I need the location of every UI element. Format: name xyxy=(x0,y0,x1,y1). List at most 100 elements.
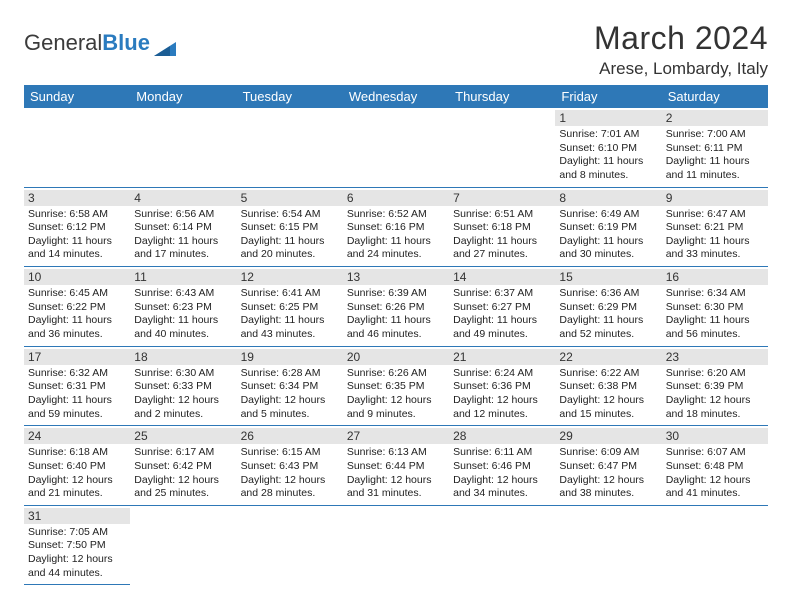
info-line-sunrise: Sunrise: 7:00 AM xyxy=(666,128,764,142)
calendar-head: SundayMondayTuesdayWednesdayThursdayFrid… xyxy=(24,85,768,108)
day-number: 12 xyxy=(237,269,343,285)
info-line-sunset: Sunset: 6:30 PM xyxy=(666,301,764,315)
day-number: 19 xyxy=(237,349,343,365)
info-line-sunrise: Sunrise: 6:20 AM xyxy=(666,367,764,381)
header-row: GeneralBlue March 2024 Arese, Lombardy, … xyxy=(24,20,768,79)
info-line-daylight1: Daylight: 11 hours xyxy=(28,314,126,328)
info-line-daylight1: Daylight: 11 hours xyxy=(347,235,445,249)
calendar-row: 17Sunrise: 6:32 AMSunset: 6:31 PMDayligh… xyxy=(24,346,768,426)
info-line-sunrise: Sunrise: 6:51 AM xyxy=(453,208,551,222)
day-info: Sunrise: 6:37 AMSunset: 6:27 PMDaylight:… xyxy=(453,287,551,342)
info-line-daylight1: Daylight: 11 hours xyxy=(453,235,551,249)
info-line-daylight1: Daylight: 11 hours xyxy=(453,314,551,328)
calendar-cell: 6Sunrise: 6:52 AMSunset: 6:16 PMDaylight… xyxy=(343,187,449,267)
day-info: Sunrise: 6:20 AMSunset: 6:39 PMDaylight:… xyxy=(666,367,764,422)
info-line-sunrise: Sunrise: 6:26 AM xyxy=(347,367,445,381)
info-line-daylight1: Daylight: 11 hours xyxy=(134,235,232,249)
info-line-sunrise: Sunrise: 6:34 AM xyxy=(666,287,764,301)
info-line-sunrise: Sunrise: 6:30 AM xyxy=(134,367,232,381)
calendar-body: 1Sunrise: 7:01 AMSunset: 6:10 PMDaylight… xyxy=(24,108,768,585)
calendar-cell-empty xyxy=(449,108,555,187)
calendar-cell: 4Sunrise: 6:56 AMSunset: 6:14 PMDaylight… xyxy=(130,187,236,267)
info-line-daylight1: Daylight: 12 hours xyxy=(559,474,657,488)
info-line-daylight2: and 46 minutes. xyxy=(347,328,445,342)
info-line-sunset: Sunset: 6:44 PM xyxy=(347,460,445,474)
day-info: Sunrise: 6:58 AMSunset: 6:12 PMDaylight:… xyxy=(28,208,126,263)
info-line-daylight2: and 34 minutes. xyxy=(453,487,551,501)
calendar-cell: 28Sunrise: 6:11 AMSunset: 6:46 PMDayligh… xyxy=(449,426,555,506)
info-line-sunset: Sunset: 6:26 PM xyxy=(347,301,445,315)
calendar-cell-empty xyxy=(343,108,449,187)
day-number: 13 xyxy=(343,269,449,285)
info-line-sunrise: Sunrise: 6:07 AM xyxy=(666,446,764,460)
info-line-sunrise: Sunrise: 6:09 AM xyxy=(559,446,657,460)
day-info: Sunrise: 6:15 AMSunset: 6:43 PMDaylight:… xyxy=(241,446,339,501)
info-line-daylight2: and 49 minutes. xyxy=(453,328,551,342)
info-line-daylight2: and 38 minutes. xyxy=(559,487,657,501)
calendar-cell-empty xyxy=(130,505,236,585)
day-info: Sunrise: 6:45 AMSunset: 6:22 PMDaylight:… xyxy=(28,287,126,342)
calendar-row: 1Sunrise: 7:01 AMSunset: 6:10 PMDaylight… xyxy=(24,108,768,187)
info-line-daylight2: and 59 minutes. xyxy=(28,408,126,422)
info-line-daylight2: and 33 minutes. xyxy=(666,248,764,262)
info-line-daylight1: Daylight: 12 hours xyxy=(666,394,764,408)
day-number: 15 xyxy=(555,269,661,285)
day-number: 22 xyxy=(555,349,661,365)
info-line-daylight1: Daylight: 11 hours xyxy=(347,314,445,328)
info-line-daylight2: and 11 minutes. xyxy=(666,169,764,183)
calendar-cell: 25Sunrise: 6:17 AMSunset: 6:42 PMDayligh… xyxy=(130,426,236,506)
info-line-daylight1: Daylight: 12 hours xyxy=(134,474,232,488)
day-info: Sunrise: 6:07 AMSunset: 6:48 PMDaylight:… xyxy=(666,446,764,501)
info-line-daylight1: Daylight: 12 hours xyxy=(241,394,339,408)
info-line-daylight2: and 18 minutes. xyxy=(666,408,764,422)
calendar-cell: 24Sunrise: 6:18 AMSunset: 6:40 PMDayligh… xyxy=(24,426,130,506)
calendar-cell: 18Sunrise: 6:30 AMSunset: 6:33 PMDayligh… xyxy=(130,346,236,426)
calendar-cell: 17Sunrise: 6:32 AMSunset: 6:31 PMDayligh… xyxy=(24,346,130,426)
info-line-sunrise: Sunrise: 6:58 AM xyxy=(28,208,126,222)
info-line-sunrise: Sunrise: 6:36 AM xyxy=(559,287,657,301)
info-line-daylight1: Daylight: 12 hours xyxy=(347,474,445,488)
info-line-daylight2: and 8 minutes. xyxy=(559,169,657,183)
calendar-cell: 1Sunrise: 7:01 AMSunset: 6:10 PMDaylight… xyxy=(555,108,661,187)
info-line-sunset: Sunset: 6:21 PM xyxy=(666,221,764,235)
calendar-cell: 30Sunrise: 6:07 AMSunset: 6:48 PMDayligh… xyxy=(662,426,768,506)
day-info: Sunrise: 6:51 AMSunset: 6:18 PMDaylight:… xyxy=(453,208,551,263)
day-info: Sunrise: 6:49 AMSunset: 6:19 PMDaylight:… xyxy=(559,208,657,263)
day-header: Thursday xyxy=(449,85,555,108)
info-line-sunrise: Sunrise: 6:41 AM xyxy=(241,287,339,301)
calendar-cell-empty xyxy=(24,108,130,187)
calendar-cell: 19 Sunrise: 6:28 AMSunset: 6:34 PMDayligh… xyxy=(237,346,343,426)
calendar-cell: 2Sunrise: 7:00 AMSunset: 6:11 PMDaylight… xyxy=(662,108,768,187)
info-line-sunset: Sunset: 6:29 PM xyxy=(559,301,657,315)
info-line-daylight1: Daylight: 11 hours xyxy=(241,235,339,249)
day-info: Sunrise: 6:28 AMSunset: 6:34 PMDaylight:… xyxy=(241,367,339,422)
info-line-daylight2: and 14 minutes. xyxy=(28,248,126,262)
info-line-sunset: Sunset: 6:43 PM xyxy=(241,460,339,474)
day-info: Sunrise: 7:05 AMSunset: 7:50 PMDaylight:… xyxy=(28,526,126,581)
calendar-cell: 9Sunrise: 6:47 AMSunset: 6:21 PMDaylight… xyxy=(662,187,768,267)
info-line-sunset: Sunset: 6:39 PM xyxy=(666,380,764,394)
info-line-daylight2: and 25 minutes. xyxy=(134,487,232,501)
calendar-cell: 27 Sunrise: 6:13 AMSunset: 6:44 PMDayligh… xyxy=(343,426,449,506)
calendar-cell-empty xyxy=(130,108,236,187)
month-title: March 2024 xyxy=(594,20,768,57)
info-line-sunset: Sunset: 6:22 PM xyxy=(28,301,126,315)
info-line-sunrise: Sunrise: 6:13 AM xyxy=(347,446,445,460)
info-line-daylight1: Daylight: 12 hours xyxy=(559,394,657,408)
day-number: 27 xyxy=(343,428,449,444)
day-number: 20 xyxy=(343,349,449,365)
info-line-daylight2: and 36 minutes. xyxy=(28,328,126,342)
info-line-sunrise: Sunrise: 6:43 AM xyxy=(134,287,232,301)
info-line-sunset: Sunset: 6:47 PM xyxy=(559,460,657,474)
day-number: 8 xyxy=(555,190,661,206)
info-line-daylight1: Daylight: 11 hours xyxy=(666,155,764,169)
calendar-cell: 20Sunrise: 6:26 AMSunset: 6:35 PMDayligh… xyxy=(343,346,449,426)
day-number: 29 xyxy=(555,428,661,444)
day-info: Sunrise: 6:41 AMSunset: 6:25 PMDaylight:… xyxy=(241,287,339,342)
calendar-cell-empty xyxy=(449,505,555,585)
info-line-sunrise: Sunrise: 6:18 AM xyxy=(28,446,126,460)
info-line-sunrise: Sunrise: 6:37 AM xyxy=(453,287,551,301)
day-number: 14 xyxy=(449,269,555,285)
day-info: Sunrise: 6:39 AMSunset: 6:26 PMDaylight:… xyxy=(347,287,445,342)
info-line-daylight2: and 28 minutes. xyxy=(241,487,339,501)
